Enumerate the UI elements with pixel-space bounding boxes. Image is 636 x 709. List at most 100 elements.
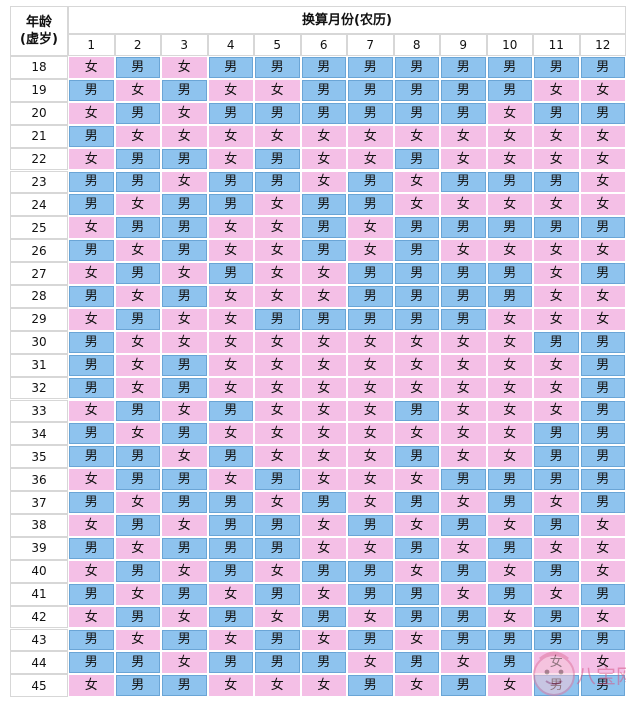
table-cell: 男 [487,79,532,101]
age-cell: 22 [10,147,68,171]
table-cell: 男 [487,537,532,559]
table-cell: 男 [487,629,532,651]
table-cell: 男 [580,217,625,239]
age-cell: 25 [10,216,68,240]
watermark-text: 八宝网 [576,664,626,688]
table-cell: 男 [348,629,393,651]
table-cell: 女 [301,125,346,147]
table-cell: 女 [301,446,346,468]
table-cell: 男 [394,148,439,170]
table-cell: 女 [208,240,253,262]
table-cell: 男 [394,652,439,674]
table-cell: 男 [580,423,625,445]
table-cell: 男 [441,560,486,582]
table-cell: 女 [255,194,300,216]
table-cell: 男 [534,515,579,536]
table-cell: 男 [348,560,393,582]
table-cell: 女 [580,125,625,147]
table-cell: 女 [255,354,300,376]
age-cell: 21 [10,124,68,148]
table-cell: 女 [255,675,300,697]
table-cell: 女 [301,354,346,376]
table-cell: 男 [441,217,486,239]
table-cell: 女 [255,423,300,445]
table-cell: 男 [348,194,393,216]
table-cell: 女 [441,400,486,422]
table-cell: 男 [301,217,346,239]
table-cell: 女 [115,629,160,651]
table-cell: 女 [301,377,346,399]
table-cell: 男 [348,79,393,101]
table-cell: 女 [441,583,486,605]
table-cell: 男 [394,537,439,559]
table-cell: 男 [441,629,486,651]
table-cell: 女 [580,515,625,536]
table-cell: 女 [115,492,160,513]
table-cell: 女 [348,354,393,376]
table-cell: 女 [441,492,486,513]
table-cell: 女 [162,331,207,353]
table-cell: 男 [301,102,346,124]
table-cell: 女 [115,125,160,147]
table-cell: 男 [441,469,486,491]
table-cell: 男 [301,240,346,262]
table-cell: 女 [255,286,300,307]
table-cell: 男 [580,263,625,284]
table-cell: 男 [580,469,625,491]
table-cell: 男 [162,583,207,605]
table-cell: 女 [255,446,300,468]
age-cell: 35 [10,445,68,469]
table-cell: 女 [348,469,393,491]
table-cell: 女 [580,171,625,193]
table-cell: 男 [69,125,114,147]
table-cell: 男 [255,537,300,559]
table-cell: 男 [69,354,114,376]
table-cell: 女 [348,446,393,468]
table-cell: 女 [534,240,579,262]
table-cell: 女 [348,400,393,422]
table-cell: 女 [487,240,532,262]
table-cell: 男 [441,515,486,536]
table-cell: 女 [255,240,300,262]
table-cell: 男 [394,102,439,124]
table-cell: 男 [255,102,300,124]
table-cell: 男 [255,652,300,674]
table-cell: 女 [348,423,393,445]
table-cell: 女 [580,148,625,170]
table-cell: 女 [162,171,207,193]
table-cell: 女 [69,560,114,582]
table-cell: 女 [580,79,625,101]
month-header-12: 12 [579,34,626,56]
table-cell: 男 [255,469,300,491]
table-cell: 女 [69,515,114,536]
table-cell: 女 [487,125,532,147]
table-cell: 女 [115,537,160,559]
table-cell: 男 [208,102,253,124]
age-cell: 42 [10,605,68,629]
table-cell: 女 [301,469,346,491]
table-cell: 男 [580,675,625,697]
table-cell: 男 [255,57,300,78]
table-cell: 男 [534,469,579,491]
table-cell: 男 [301,194,346,216]
age-cell: 23 [10,170,68,194]
table-cell: 男 [441,606,486,628]
table-cell: 男 [534,331,579,353]
table-cell: 男 [208,492,253,513]
age-cell: 39 [10,536,68,560]
table-cell: 女 [441,446,486,468]
table-cell: 男 [441,102,486,124]
table-cell: 男 [115,446,160,468]
table-cell: 女 [255,400,300,422]
age-cell: 30 [10,330,68,354]
table-cell: 女 [162,515,207,536]
table-cell: 男 [301,492,346,513]
table-cell: 女 [441,148,486,170]
table-cell: 男 [580,446,625,468]
table-cell: 女 [348,652,393,674]
table-cell: 男 [162,194,207,216]
table-cell: 男 [115,57,160,78]
table-cell: 女 [255,560,300,582]
table-cell: 女 [69,148,114,170]
table-cell: 女 [208,217,253,239]
